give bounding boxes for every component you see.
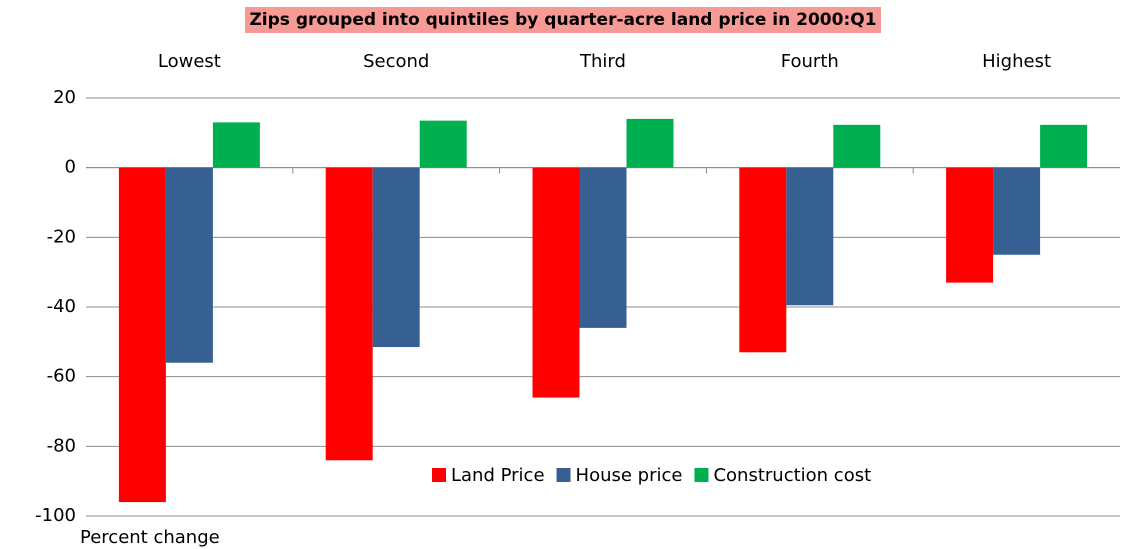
category-label: Highest (982, 51, 1051, 72)
chart-title: Zips grouped into quintiles by quarter-a… (245, 7, 881, 33)
category-label: Lowest (158, 51, 221, 72)
y-axis-label: Percent change (80, 527, 220, 548)
bar (325, 167, 373, 461)
y-tick-label: 20 (53, 87, 76, 108)
y-tick-label: -100 (35, 505, 76, 526)
y-tick-label: -80 (47, 435, 76, 456)
legend-swatch (556, 468, 571, 482)
legend-swatch (432, 468, 446, 482)
bar (993, 167, 1041, 255)
bar (626, 118, 674, 168)
bar (946, 167, 994, 283)
bar (118, 167, 166, 503)
bar (579, 167, 627, 328)
bar (372, 167, 420, 348)
bar (165, 167, 213, 363)
legend-label: House price (576, 465, 683, 486)
y-tick-label: -40 (47, 296, 76, 317)
bar (212, 122, 260, 168)
bar (833, 124, 881, 168)
bar (786, 167, 834, 306)
y-tick-label: -60 (47, 366, 76, 387)
category-label: Third (579, 51, 626, 72)
legend-swatch (694, 468, 709, 482)
category-label: Second (363, 51, 429, 72)
bar (1040, 124, 1088, 168)
legend-label: Construction cost (713, 465, 871, 486)
bar (739, 167, 787, 353)
title-box: Zips grouped into quintiles by quarter-a… (0, 7, 1126, 33)
bar (419, 120, 467, 168)
category-label: Fourth (781, 51, 839, 72)
y-tick-label: 0 (65, 157, 76, 178)
bar (532, 167, 580, 398)
legend-label: Land Price (451, 465, 545, 486)
y-tick-label: -20 (47, 226, 76, 247)
